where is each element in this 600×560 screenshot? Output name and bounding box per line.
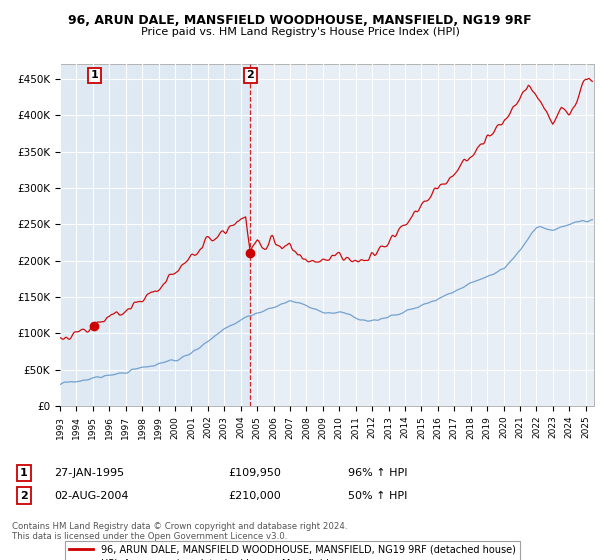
Text: £109,950: £109,950 — [228, 468, 281, 478]
Text: 96, ARUN DALE, MANSFIELD WOODHOUSE, MANSFIELD, NG19 9RF: 96, ARUN DALE, MANSFIELD WOODHOUSE, MANS… — [68, 14, 532, 27]
Text: 1: 1 — [91, 71, 98, 80]
Legend: 96, ARUN DALE, MANSFIELD WOODHOUSE, MANSFIELD, NG19 9RF (detached house), HPI: A: 96, ARUN DALE, MANSFIELD WOODHOUSE, MANS… — [65, 540, 520, 560]
Text: 96% ↑ HPI: 96% ↑ HPI — [348, 468, 407, 478]
Text: Price paid vs. HM Land Registry's House Price Index (HPI): Price paid vs. HM Land Registry's House … — [140, 27, 460, 37]
Text: 02-AUG-2004: 02-AUG-2004 — [54, 491, 128, 501]
Text: 50% ↑ HPI: 50% ↑ HPI — [348, 491, 407, 501]
Text: 2: 2 — [20, 491, 28, 501]
Text: 1: 1 — [20, 468, 28, 478]
Text: 2: 2 — [247, 71, 254, 80]
Text: £210,000: £210,000 — [228, 491, 281, 501]
Text: 27-JAN-1995: 27-JAN-1995 — [54, 468, 124, 478]
Text: Contains HM Land Registry data © Crown copyright and database right 2024.
This d: Contains HM Land Registry data © Crown c… — [12, 522, 347, 542]
Bar — [60, 64, 250, 406]
